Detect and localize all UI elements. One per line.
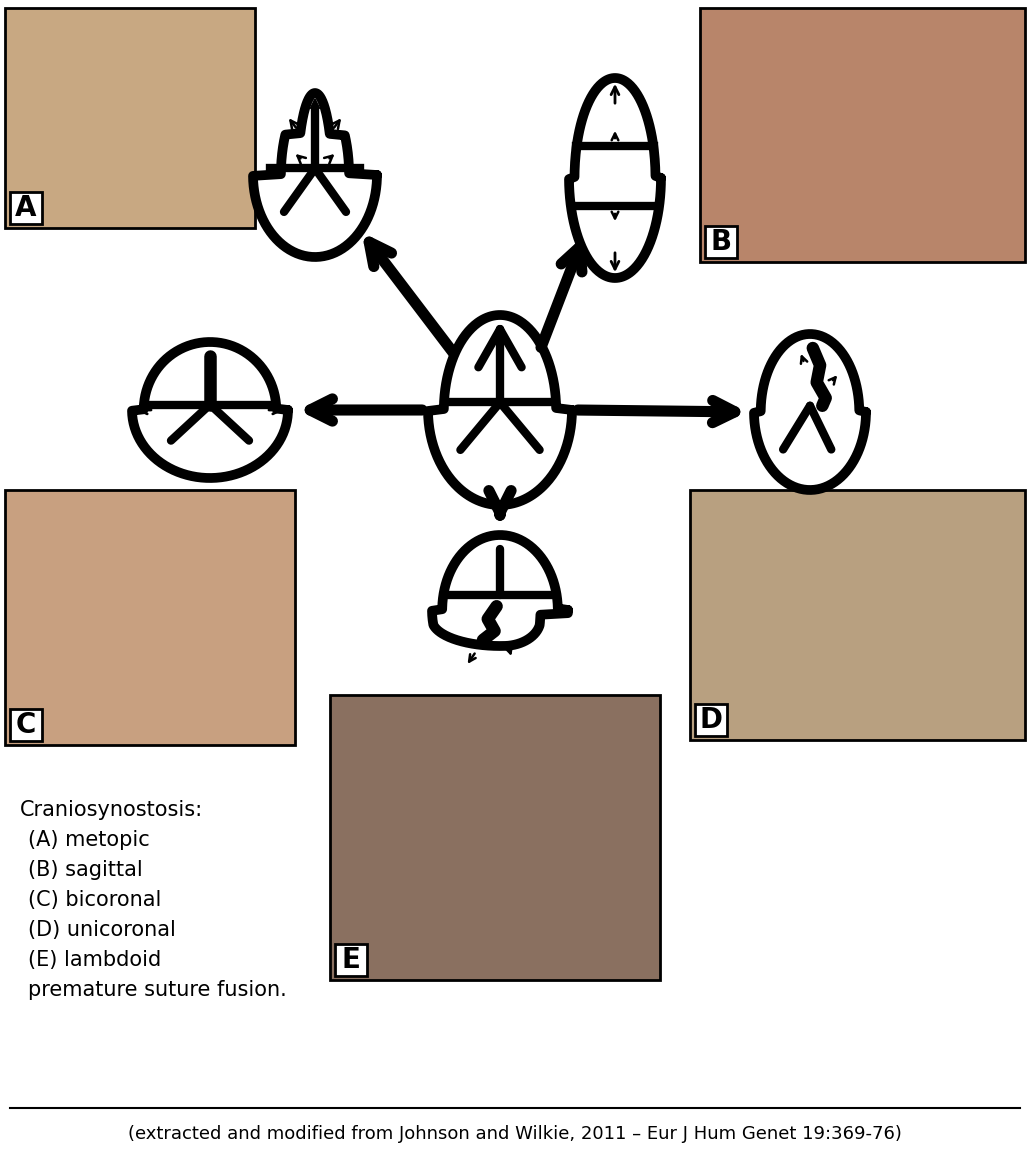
Text: (D) unicoronal: (D) unicoronal [28,920,176,941]
Bar [690,490,1025,740]
Polygon shape [432,535,568,646]
Text: B: B [711,228,731,256]
Text: A: A [15,194,37,222]
Text: premature suture fusion.: premature suture fusion. [28,980,286,1001]
Bar [335,944,367,976]
Polygon shape [754,334,866,490]
Bar [695,704,727,736]
Text: (extracted and modified from Johnson and Wilkie, 2011 – Eur J Hum Genet 19:369-7: (extracted and modified from Johnson and… [128,1125,902,1142]
Text: E: E [342,946,360,974]
Polygon shape [569,78,661,278]
Text: (B) sagittal: (B) sagittal [28,860,143,881]
Bar [330,695,660,980]
Text: (A) metopic: (A) metopic [28,830,149,850]
Polygon shape [132,342,288,478]
Bar [10,709,42,741]
Text: (E) lambdoid: (E) lambdoid [28,950,162,971]
Text: (C) bicoronal: (C) bicoronal [28,890,162,911]
Bar [5,8,255,228]
Text: D: D [699,706,722,734]
Bar [5,490,295,745]
Polygon shape [253,93,377,257]
Text: Craniosynostosis:: Craniosynostosis: [20,800,203,820]
Bar [10,192,42,224]
Text: C: C [15,711,36,739]
Bar [705,226,737,258]
Bar [700,8,1025,262]
Polygon shape [428,315,572,505]
